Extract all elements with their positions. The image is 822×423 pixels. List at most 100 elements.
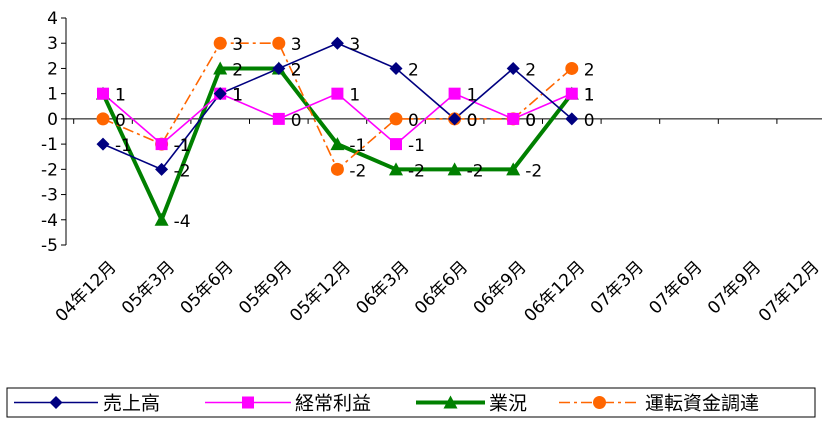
x-tick-label: 06年12月 (521, 257, 590, 326)
data-point (506, 61, 520, 75)
data-label: 2 (525, 60, 536, 80)
y-tick-label: -1 (41, 135, 58, 155)
data-point (213, 61, 228, 75)
data-label: -1 (174, 136, 191, 156)
data-label: 0 (525, 111, 536, 131)
data-label: 3 (232, 35, 243, 55)
data-point (565, 112, 579, 126)
data-label: 2 (584, 60, 595, 80)
data-label: 0 (467, 111, 478, 131)
data-point (272, 61, 286, 75)
x-tick-label: 05年3月 (118, 257, 179, 318)
data-point (389, 112, 403, 126)
legend-marker (242, 396, 254, 409)
y-tick-label: 3 (47, 34, 58, 54)
data-label: -1 (349, 136, 366, 156)
data-point (154, 212, 169, 226)
data-point (330, 36, 344, 50)
x-tick-label: 06年9月 (470, 257, 531, 318)
data-label: -1 (115, 136, 132, 156)
legend-item-3: 運転資金調達 (559, 393, 759, 415)
data-label: -2 (525, 161, 542, 181)
data-point (389, 61, 403, 75)
data-label: 1 (232, 86, 243, 106)
series-layer (96, 36, 579, 226)
data-point (155, 138, 168, 151)
x-tick-label: 07年12月 (755, 257, 822, 326)
data-point (272, 112, 285, 125)
x-tick-label: 04年12月 (52, 257, 121, 326)
legend-label: 運転資金調達 (645, 393, 759, 415)
data-point (565, 61, 579, 75)
data-point (331, 87, 344, 100)
data-point (330, 162, 344, 176)
legend-marker (443, 395, 458, 409)
legend-label: 経常利益 (295, 393, 371, 415)
data-label: -2 (174, 161, 191, 181)
data-point (447, 162, 462, 176)
legend-box (6, 387, 816, 418)
x-tick-label: 05年12月 (286, 257, 355, 326)
data-label: 0 (115, 111, 126, 131)
data-point (96, 137, 110, 151)
legend-item-0: 売上高 (14, 393, 160, 415)
legend-item-2: 業況 (416, 393, 527, 415)
data-point (507, 112, 520, 125)
data-label: 1 (115, 86, 126, 106)
data-label: 1 (349, 86, 360, 106)
x-tick-label: 07年6月 (645, 257, 706, 318)
y-tick-label: -5 (41, 236, 58, 256)
data-point (565, 87, 578, 100)
x-tick-label: 05年9月 (235, 257, 296, 318)
data-label: 1 (467, 86, 478, 106)
y-tick-label: 2 (47, 59, 58, 79)
legend-marker (593, 396, 606, 409)
data-label: -4 (174, 212, 191, 232)
data-point (272, 36, 286, 50)
data-label: 2 (408, 60, 419, 80)
data-point (97, 87, 109, 100)
data-label: -2 (349, 161, 366, 181)
data-point (155, 162, 169, 176)
data-label: 3 (291, 35, 302, 55)
legend-label: 売上高 (103, 393, 160, 415)
legend: 売上高 経常利益 業況 運転資金調達 (6, 387, 816, 418)
data-label: -2 (408, 161, 425, 181)
data-label: 0 (584, 111, 595, 131)
data-label: -1 (408, 136, 425, 156)
legend-item-1: 経常利益 (205, 393, 371, 415)
x-tick-label: 07年3月 (587, 257, 648, 318)
data-label: 2 (232, 60, 243, 80)
y-tick-label: -4 (41, 211, 58, 231)
data-label: 1 (232, 86, 243, 106)
data-point (390, 138, 402, 151)
data-label: 0 (408, 111, 419, 131)
data-label: 0 (525, 111, 536, 131)
data-label: 1 (115, 86, 126, 106)
y-tick-label: 0 (47, 110, 58, 130)
data-point (506, 162, 521, 176)
data-point (330, 137, 345, 151)
data-point (448, 87, 461, 100)
data-point (389, 162, 403, 176)
data-label: 3 (349, 35, 360, 55)
data-label: 0 (467, 111, 478, 131)
x-tick-label: 06年6月 (411, 257, 472, 318)
y-tick-label: 1 (47, 85, 58, 105)
data-label: 1 (584, 86, 595, 106)
y-tick-label: -3 (41, 186, 58, 206)
data-point (448, 112, 462, 126)
data-label: 1 (584, 86, 595, 106)
data-label: 0 (291, 111, 302, 131)
legend-marker (49, 396, 63, 409)
data-point (96, 112, 110, 126)
y-tick-label: 4 (47, 9, 58, 29)
x-tick-label: 05年6月 (177, 257, 238, 318)
legend-label: 業況 (489, 393, 527, 415)
data-label: -2 (467, 161, 484, 181)
data-label: 2 (291, 60, 302, 80)
x-tick-label: 07年9月 (704, 257, 765, 318)
